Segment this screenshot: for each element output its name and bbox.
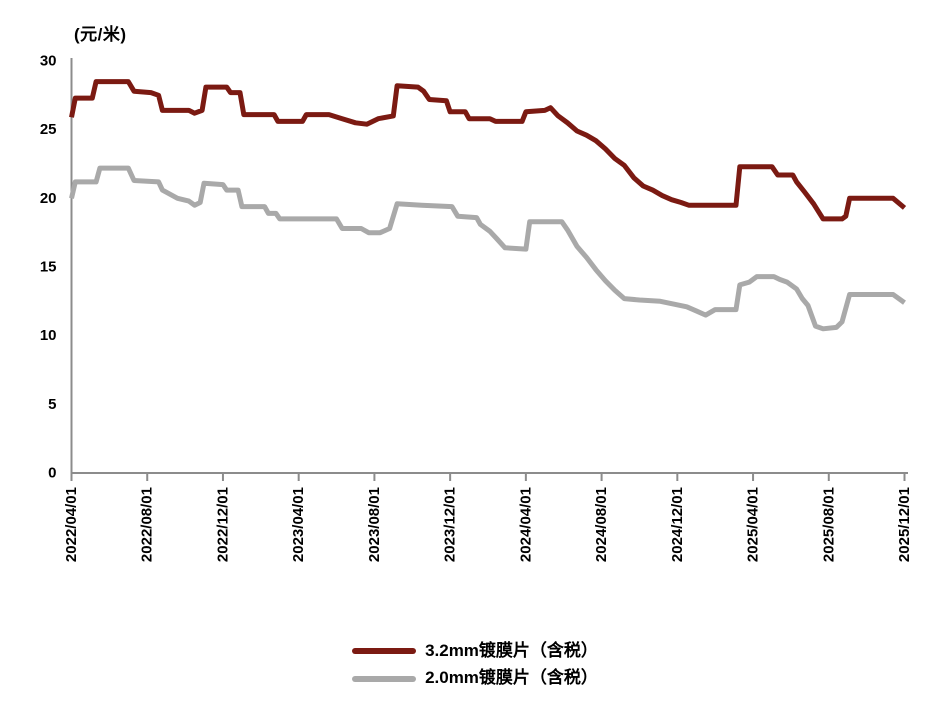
series-line-3_2mm	[69, 79, 907, 222]
x-axis-tick-label: 2023/12/01	[442, 487, 459, 562]
x-axis-tick-label: 2024/12/01	[669, 487, 686, 562]
series-line-2_0mm	[69, 165, 906, 332]
x-axis-tick-label: 2022/04/01	[63, 487, 80, 562]
x-axis-tick-label: 2024/08/01	[593, 487, 610, 562]
legend-label-2_0mm: 2.0mm镀膜片（含税）	[425, 668, 598, 688]
y-axis-tick-label: 30	[40, 53, 57, 70]
price-line-chart: 0 5 10 15 20 25 30 2022/04/01 2022/08/01 2022/12/…	[40, 53, 913, 563]
x-axis-tick-label: 2025/04/01	[745, 487, 762, 562]
legend-item-3_2mm: 3.2mm镀膜片（含税）	[352, 641, 598, 661]
y-axis-unit-label: (元/米)	[74, 25, 127, 44]
chart-legend: 3.2mm镀膜片（含税） 2.0mm镀膜片（含税）	[0, 641, 950, 689]
legend-line-swatch-2_0mm	[352, 675, 417, 682]
x-axis-tick-label: 2022/08/01	[139, 487, 156, 562]
x-axis-tick-label: 2025/08/01	[820, 487, 837, 562]
x-axis-tick-label: 2022/12/01	[214, 487, 231, 562]
y-axis-tick-label: 15	[40, 259, 57, 276]
x-axis-tick-label: 2023/08/01	[366, 487, 383, 562]
x-axis-tick-label: 2024/04/01	[517, 487, 534, 562]
y-axis-tick-label: 0	[48, 465, 56, 482]
x-axis-tick-label: 2023/04/01	[290, 487, 307, 562]
y-axis-tick-label: 10	[40, 327, 57, 344]
legend-label-3_2mm: 3.2mm镀膜片（含税）	[425, 641, 598, 660]
y-axis-tick-label: 20	[40, 190, 57, 207]
y-axis-tick-label: 5	[48, 396, 56, 413]
legend-item-2_0mm: 2.0mm镀膜片（含税）	[352, 668, 598, 688]
x-axis-tick-label: 2025/12/01	[896, 487, 913, 562]
legend-line-swatch-3_2mm	[352, 648, 417, 655]
y-axis-tick-label: 25	[40, 121, 57, 138]
